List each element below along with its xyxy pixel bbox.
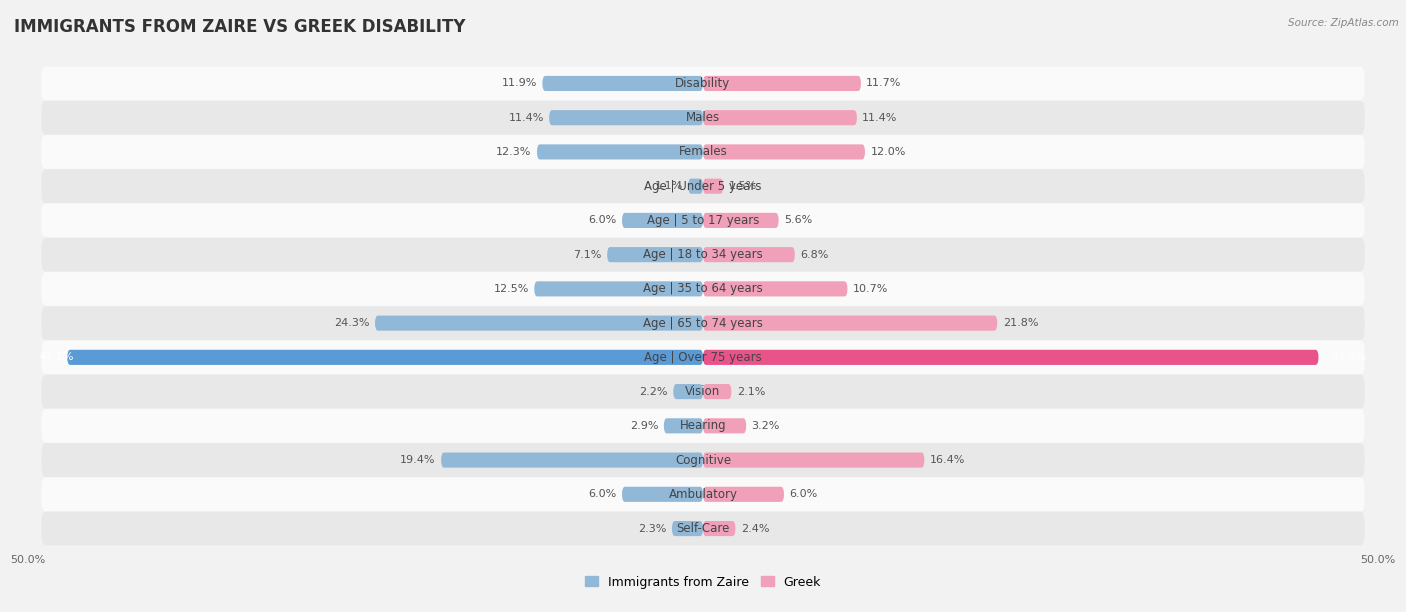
Text: 11.4%: 11.4% bbox=[862, 113, 897, 122]
Text: IMMIGRANTS FROM ZAIRE VS GREEK DISABILITY: IMMIGRANTS FROM ZAIRE VS GREEK DISABILIT… bbox=[14, 18, 465, 36]
Text: 19.4%: 19.4% bbox=[401, 455, 436, 465]
FancyBboxPatch shape bbox=[42, 307, 1364, 340]
Text: 21.8%: 21.8% bbox=[1002, 318, 1038, 328]
FancyBboxPatch shape bbox=[42, 272, 1364, 305]
FancyBboxPatch shape bbox=[441, 452, 703, 468]
FancyBboxPatch shape bbox=[621, 213, 703, 228]
FancyBboxPatch shape bbox=[703, 76, 860, 91]
FancyBboxPatch shape bbox=[42, 170, 1364, 203]
FancyBboxPatch shape bbox=[42, 375, 1364, 408]
Text: 10.7%: 10.7% bbox=[853, 284, 889, 294]
Text: Ambulatory: Ambulatory bbox=[668, 488, 738, 501]
Text: 6.0%: 6.0% bbox=[588, 490, 617, 499]
FancyBboxPatch shape bbox=[703, 452, 924, 468]
Text: Disability: Disability bbox=[675, 77, 731, 90]
FancyBboxPatch shape bbox=[703, 384, 731, 399]
Text: 2.9%: 2.9% bbox=[630, 421, 658, 431]
FancyBboxPatch shape bbox=[42, 135, 1364, 169]
FancyBboxPatch shape bbox=[42, 67, 1364, 100]
FancyBboxPatch shape bbox=[664, 418, 703, 433]
Text: 11.7%: 11.7% bbox=[866, 78, 901, 89]
Text: Age | 35 to 64 years: Age | 35 to 64 years bbox=[643, 282, 763, 296]
Text: Hearing: Hearing bbox=[679, 419, 727, 432]
FancyBboxPatch shape bbox=[550, 110, 703, 125]
FancyBboxPatch shape bbox=[703, 144, 865, 160]
Text: 45.6%: 45.6% bbox=[1331, 353, 1367, 362]
Text: Self-Care: Self-Care bbox=[676, 522, 730, 535]
Text: 2.1%: 2.1% bbox=[737, 387, 765, 397]
Text: 2.2%: 2.2% bbox=[640, 387, 668, 397]
Text: 3.2%: 3.2% bbox=[752, 421, 780, 431]
Text: Source: ZipAtlas.com: Source: ZipAtlas.com bbox=[1288, 18, 1399, 28]
Text: 24.3%: 24.3% bbox=[335, 318, 370, 328]
Text: Females: Females bbox=[679, 146, 727, 159]
Text: 1.5%: 1.5% bbox=[728, 181, 756, 191]
Text: Age | Over 75 years: Age | Over 75 years bbox=[644, 351, 762, 364]
FancyBboxPatch shape bbox=[688, 179, 703, 194]
Legend: Immigrants from Zaire, Greek: Immigrants from Zaire, Greek bbox=[585, 576, 821, 589]
FancyBboxPatch shape bbox=[67, 350, 703, 365]
Text: 7.1%: 7.1% bbox=[574, 250, 602, 259]
FancyBboxPatch shape bbox=[673, 384, 703, 399]
FancyBboxPatch shape bbox=[703, 521, 735, 536]
Text: 12.3%: 12.3% bbox=[496, 147, 531, 157]
FancyBboxPatch shape bbox=[534, 282, 703, 296]
Text: 16.4%: 16.4% bbox=[929, 455, 965, 465]
FancyBboxPatch shape bbox=[703, 282, 848, 296]
FancyBboxPatch shape bbox=[42, 409, 1364, 442]
FancyBboxPatch shape bbox=[42, 238, 1364, 271]
Text: Vision: Vision bbox=[685, 385, 721, 398]
Text: 12.5%: 12.5% bbox=[494, 284, 529, 294]
FancyBboxPatch shape bbox=[42, 204, 1364, 237]
Text: 6.0%: 6.0% bbox=[588, 215, 617, 225]
FancyBboxPatch shape bbox=[703, 179, 723, 194]
FancyBboxPatch shape bbox=[703, 316, 997, 330]
FancyBboxPatch shape bbox=[703, 487, 785, 502]
Text: 47.1%: 47.1% bbox=[39, 353, 75, 362]
FancyBboxPatch shape bbox=[537, 144, 703, 160]
Text: Males: Males bbox=[686, 111, 720, 124]
Text: 6.0%: 6.0% bbox=[789, 490, 818, 499]
Text: 5.6%: 5.6% bbox=[785, 215, 813, 225]
FancyBboxPatch shape bbox=[672, 521, 703, 536]
Text: Age | 18 to 34 years: Age | 18 to 34 years bbox=[643, 248, 763, 261]
Text: Age | Under 5 years: Age | Under 5 years bbox=[644, 180, 762, 193]
FancyBboxPatch shape bbox=[42, 341, 1364, 374]
FancyBboxPatch shape bbox=[703, 213, 779, 228]
FancyBboxPatch shape bbox=[703, 350, 1319, 365]
FancyBboxPatch shape bbox=[703, 247, 794, 262]
Text: 2.4%: 2.4% bbox=[741, 523, 769, 534]
FancyBboxPatch shape bbox=[703, 418, 747, 433]
FancyBboxPatch shape bbox=[607, 247, 703, 262]
Text: Cognitive: Cognitive bbox=[675, 453, 731, 466]
Text: 6.8%: 6.8% bbox=[800, 250, 828, 259]
FancyBboxPatch shape bbox=[543, 76, 703, 91]
Text: 12.0%: 12.0% bbox=[870, 147, 905, 157]
Text: Age | 5 to 17 years: Age | 5 to 17 years bbox=[647, 214, 759, 227]
Text: 2.3%: 2.3% bbox=[638, 523, 666, 534]
FancyBboxPatch shape bbox=[42, 443, 1364, 477]
FancyBboxPatch shape bbox=[375, 316, 703, 330]
FancyBboxPatch shape bbox=[621, 487, 703, 502]
Text: 1.1%: 1.1% bbox=[655, 181, 683, 191]
FancyBboxPatch shape bbox=[42, 512, 1364, 545]
FancyBboxPatch shape bbox=[42, 101, 1364, 135]
Text: Age | 65 to 74 years: Age | 65 to 74 years bbox=[643, 316, 763, 330]
Text: 11.4%: 11.4% bbox=[509, 113, 544, 122]
FancyBboxPatch shape bbox=[703, 110, 856, 125]
Text: 11.9%: 11.9% bbox=[502, 78, 537, 89]
FancyBboxPatch shape bbox=[42, 477, 1364, 511]
